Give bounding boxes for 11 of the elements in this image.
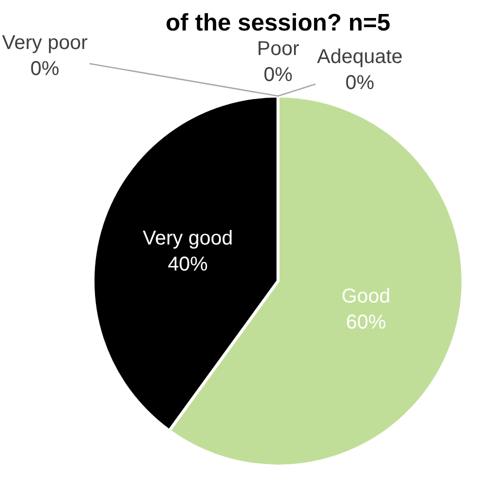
category-label: Very poor: [2, 32, 88, 54]
data-label: 60%: [346, 312, 386, 334]
slice-label: Very good: [142, 228, 233, 250]
text: 0%: [345, 72, 374, 94]
category-label: Adequate: [317, 46, 403, 68]
category-label: Poor: [257, 38, 300, 60]
text: 0%: [264, 64, 293, 86]
data-label: 40%: [168, 254, 208, 276]
slice-label: Good: [342, 286, 390, 308]
text: 0%: [30, 58, 60, 80]
chart-title: of the session? n=5: [166, 9, 390, 36]
